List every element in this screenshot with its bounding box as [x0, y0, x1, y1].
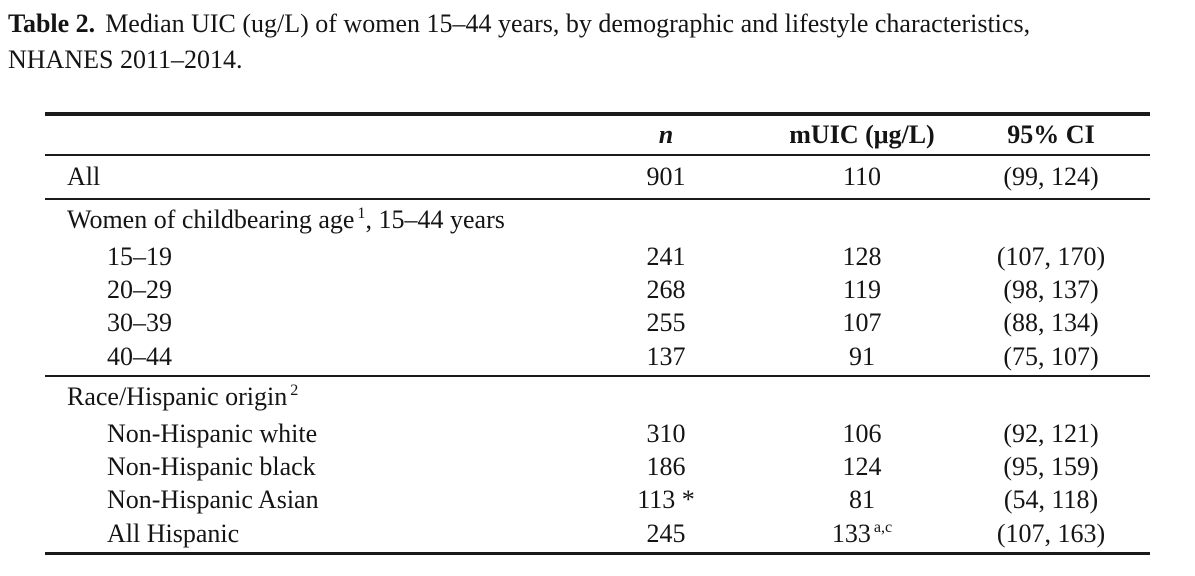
cell-muic: 119 [842, 274, 882, 304]
cell-ci: (88, 134) [1003, 307, 1099, 337]
cell-muic: 110 [842, 162, 882, 191]
cell-n: 255 [646, 307, 686, 337]
row-label: 30–39 [107, 307, 172, 337]
cell-n: 245 [646, 518, 686, 548]
row-label: All [67, 162, 101, 191]
row-label: 15–19 [107, 241, 172, 271]
table-row: Non-Hispanic black 186 124 (95, 159) [45, 450, 1150, 483]
section-all: All 901 110 (99, 124) [45, 155, 1150, 199]
row-label: 20–29 [107, 274, 172, 304]
section-age: Women of childbearing age 1, 15–44 years … [45, 199, 1150, 376]
table-row: 20–29 268 119 (98, 137) [45, 273, 1150, 306]
cell-ci: (107, 163) [996, 518, 1106, 548]
table-caption-text: Median UIC (ug/L) of women 15–44 years, … [105, 9, 1031, 38]
section-header-row: Women of childbearing age 1, 15–44 years [45, 199, 1150, 240]
footnote-marker: a,c [873, 519, 893, 537]
cell-ci: (107, 170) [996, 241, 1106, 271]
cell-n: 241 [646, 241, 686, 271]
table-row: Non-Hispanic Asian 113 * 81 (54, 118) [45, 483, 1150, 516]
cell-ci: (92, 121) [1003, 418, 1099, 448]
table-row: 40–44 137 91 (75, 107) [45, 339, 1150, 376]
header-muic: mUIC (μg/L) [789, 120, 935, 149]
row-label: All Hispanic [107, 518, 240, 548]
cell-ci: (54, 118) [1003, 484, 1099, 514]
cell-n: 113 * [637, 484, 695, 514]
cell-muic: 133 a,c [772, 516, 952, 553]
table-caption-text-line2: NHANES 2011–2014. [8, 45, 243, 74]
cell-n: 186 [646, 451, 686, 481]
table-row: All 901 110 (99, 124) [45, 155, 1150, 199]
table-row: 15–19 241 128 (107, 170) [45, 240, 1150, 273]
table-row: 30–39 255 107 (88, 134) [45, 306, 1150, 339]
table-row: All Hispanic 245 133 a,c (107, 163) [45, 516, 1150, 553]
footnote-marker: 2 [290, 382, 299, 400]
cell-n: 137 [646, 342, 686, 371]
cell-n: 310 [646, 418, 686, 448]
section-header-text: Women of childbearing age [67, 205, 355, 234]
table-caption: Table 2. Median UIC (ug/L) of women 15–44… [8, 6, 1185, 78]
section-header-label: Race/Hispanic origin 2 [45, 376, 1150, 417]
cell-muic: 128 [842, 241, 882, 271]
table-caption-label: Table 2. [8, 9, 96, 38]
section-header-suffix: , 15–44 years [365, 205, 505, 234]
row-label: 40–44 [107, 342, 172, 371]
cell-muic: 107 [842, 307, 882, 337]
cell-n: 268 [646, 274, 686, 304]
row-label: Non-Hispanic Asian [107, 484, 319, 514]
cell-ci: (75, 107) [1003, 342, 1099, 371]
section-header-text: Race/Hispanic origin [67, 382, 288, 411]
row-label: Non-Hispanic black [107, 451, 316, 481]
cell-muic: 106 [842, 418, 882, 448]
cell-muic: 91 [849, 342, 875, 371]
header-n: n [658, 120, 674, 149]
cell-muic: 81 [849, 484, 875, 514]
cell-n: 901 [646, 162, 686, 191]
row-label: Non-Hispanic white [107, 418, 318, 448]
section-race: Race/Hispanic origin 2 Non-Hispanic white… [45, 376, 1150, 553]
cell-muic: 124 [842, 451, 882, 481]
header-blank [45, 114, 560, 155]
section-header-label: Women of childbearing age 1, 15–44 years [45, 199, 1150, 240]
cell-ci: (95, 159) [1003, 451, 1099, 481]
header-row: n mUIC (μg/L) 95% CI [45, 114, 1150, 155]
section-header-row: Race/Hispanic origin 2 [45, 376, 1150, 417]
header-ci: 95% CI [1007, 120, 1095, 149]
footnote-marker: 1 [357, 205, 366, 223]
cell-ci: (99, 124) [1003, 162, 1099, 191]
muic-value: 133 [831, 518, 871, 548]
table-header: n mUIC (μg/L) 95% CI [45, 114, 1150, 155]
table-row: Non-Hispanic white 310 106 (92, 121) [45, 417, 1150, 450]
cell-ci: (98, 137) [1003, 274, 1099, 304]
median-uic-table: n mUIC (μg/L) 95% CI All 901 110 (99, 12… [45, 112, 1150, 555]
